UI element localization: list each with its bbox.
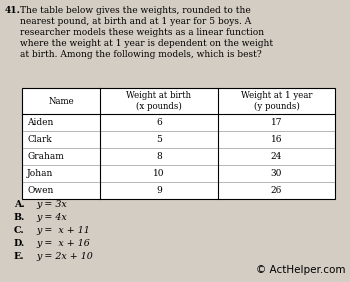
Text: Johan: Johan <box>27 169 53 178</box>
Text: 8: 8 <box>156 152 162 161</box>
Text: 24: 24 <box>271 152 282 161</box>
Text: y =  x + 16: y = x + 16 <box>36 239 90 248</box>
Text: Aiden: Aiden <box>27 118 53 127</box>
Text: B.: B. <box>14 213 25 222</box>
Text: © ActHelper.com: © ActHelper.com <box>256 265 345 275</box>
Text: Weight at birth
(x pounds): Weight at birth (x pounds) <box>126 91 191 111</box>
Text: where the weight at 1 year is dependent on the weight: where the weight at 1 year is dependent … <box>20 39 273 48</box>
Text: A.: A. <box>14 200 25 209</box>
Text: Clark: Clark <box>27 135 52 144</box>
Text: 5: 5 <box>156 135 162 144</box>
Text: y = 4x: y = 4x <box>36 213 67 222</box>
Text: at birth. Among the following models, which is best?: at birth. Among the following models, wh… <box>20 50 262 59</box>
Text: C.: C. <box>14 226 25 235</box>
Text: y = 3x: y = 3x <box>36 200 67 209</box>
Text: 30: 30 <box>271 169 282 178</box>
Text: 9: 9 <box>156 186 162 195</box>
Text: The table below gives the weights, rounded to the: The table below gives the weights, round… <box>20 6 251 15</box>
Text: nearest pound, at birth and at 1 year for 5 boys. A: nearest pound, at birth and at 1 year fo… <box>20 17 251 26</box>
Text: y =  x + 11: y = x + 11 <box>36 226 90 235</box>
Text: Weight at 1 year
(y pounds): Weight at 1 year (y pounds) <box>241 91 312 111</box>
Text: Name: Name <box>48 96 74 105</box>
Text: D.: D. <box>14 239 25 248</box>
Text: researcher models these weights as a linear function: researcher models these weights as a lin… <box>20 28 264 37</box>
Text: 10: 10 <box>153 169 165 178</box>
Text: 16: 16 <box>271 135 282 144</box>
Text: Graham: Graham <box>27 152 64 161</box>
Text: Owen: Owen <box>27 186 53 195</box>
Text: 17: 17 <box>271 118 282 127</box>
Text: 41.: 41. <box>5 6 21 15</box>
Text: y = 2x + 10: y = 2x + 10 <box>36 252 93 261</box>
Bar <box>22 88 335 199</box>
Text: 6: 6 <box>156 118 162 127</box>
Text: E.: E. <box>14 252 24 261</box>
Text: 26: 26 <box>271 186 282 195</box>
